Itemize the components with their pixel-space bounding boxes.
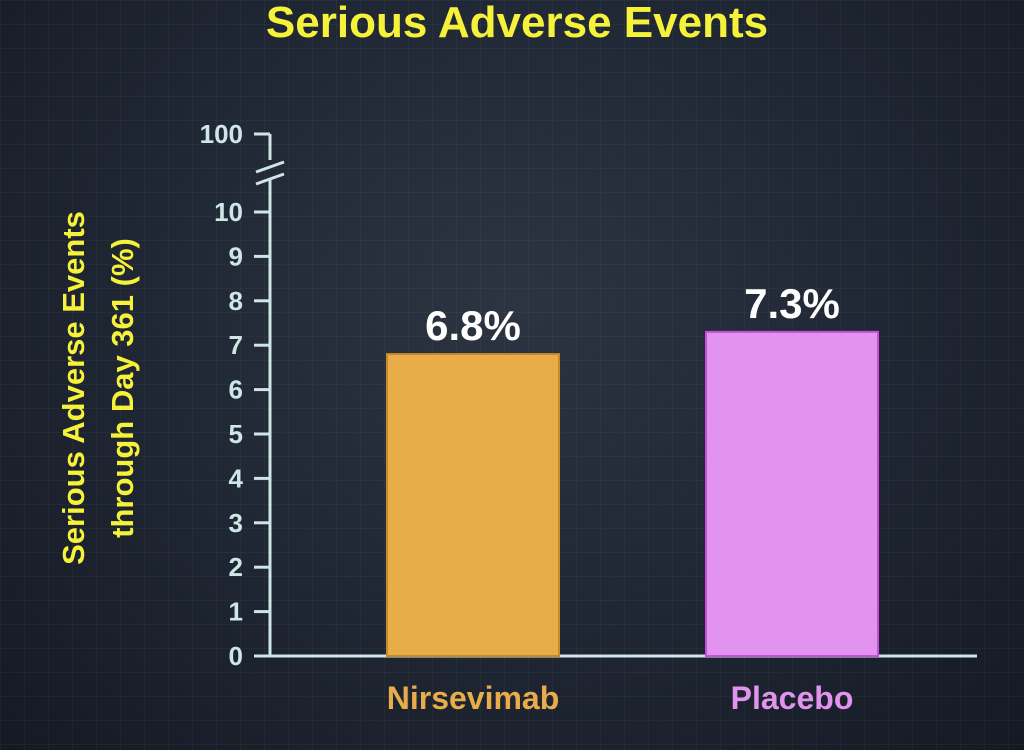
bar-placebo [705,330,879,657]
y-axis-break-mark [255,160,285,174]
y-tick-label: 5 [229,419,243,449]
y-axis-break-mark [255,172,285,186]
bar-labels: 6.8% Nirsevimab 7.3% Placebo [387,280,854,716]
y-tick-label: 2 [229,552,243,582]
y-tick-label: 0 [229,641,243,671]
y-tick-label: 8 [229,286,243,316]
bars [386,330,879,657]
y-tick-label: 3 [229,508,243,538]
y-axis-label-line-2: through Day 361 (%) [105,238,140,538]
y-tick-label: 4 [229,463,244,493]
x-category-label: Placebo [731,680,854,716]
bar-nirsevimab [386,353,560,657]
bar-value-label: 7.3% [744,280,840,327]
y-tick-label: 1 [229,597,243,627]
y-tick-label: 100 [200,119,243,149]
y-axis-label: Serious Adverse Events through Day 361 (… [56,211,140,565]
y-tick-label: 7 [229,330,243,360]
chart-title: Serious Adverse Events [266,0,768,47]
x-category-label: Nirsevimab [387,680,560,716]
bar-value-label: 6.8% [425,302,521,349]
y-axis-label-line-1: Serious Adverse Events [56,211,91,565]
y-tick-label: 9 [229,241,243,271]
y-axis-ticks: 0 1 2 3 4 5 6 7 8 9 10 100 [200,119,270,671]
y-tick-label: 10 [214,197,243,227]
y-tick-label: 6 [229,375,243,405]
